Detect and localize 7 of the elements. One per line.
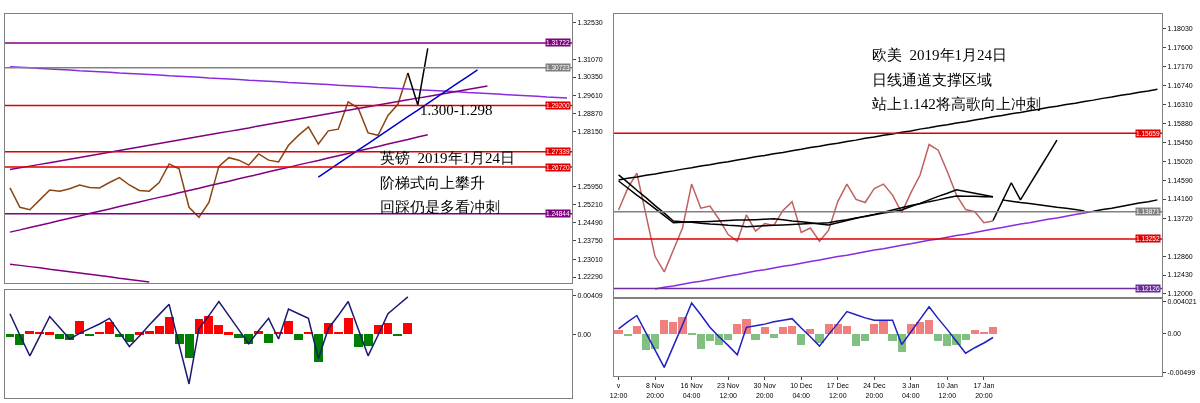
annotation: 欧美 2019年1月24日 [872,47,1007,63]
annotation: 阶梯式向上攀升 [380,175,485,191]
annotation: 站上1.142将高歌向上冲刺 [872,96,1041,112]
annotation: 1.300-1.298 [420,102,493,118]
annotation: 英镑 2019年1月24日 [380,150,515,166]
annotation: 回踩仍是多看冲刺 [380,199,500,215]
annotation: 日线通道支撑区域 [872,72,992,88]
